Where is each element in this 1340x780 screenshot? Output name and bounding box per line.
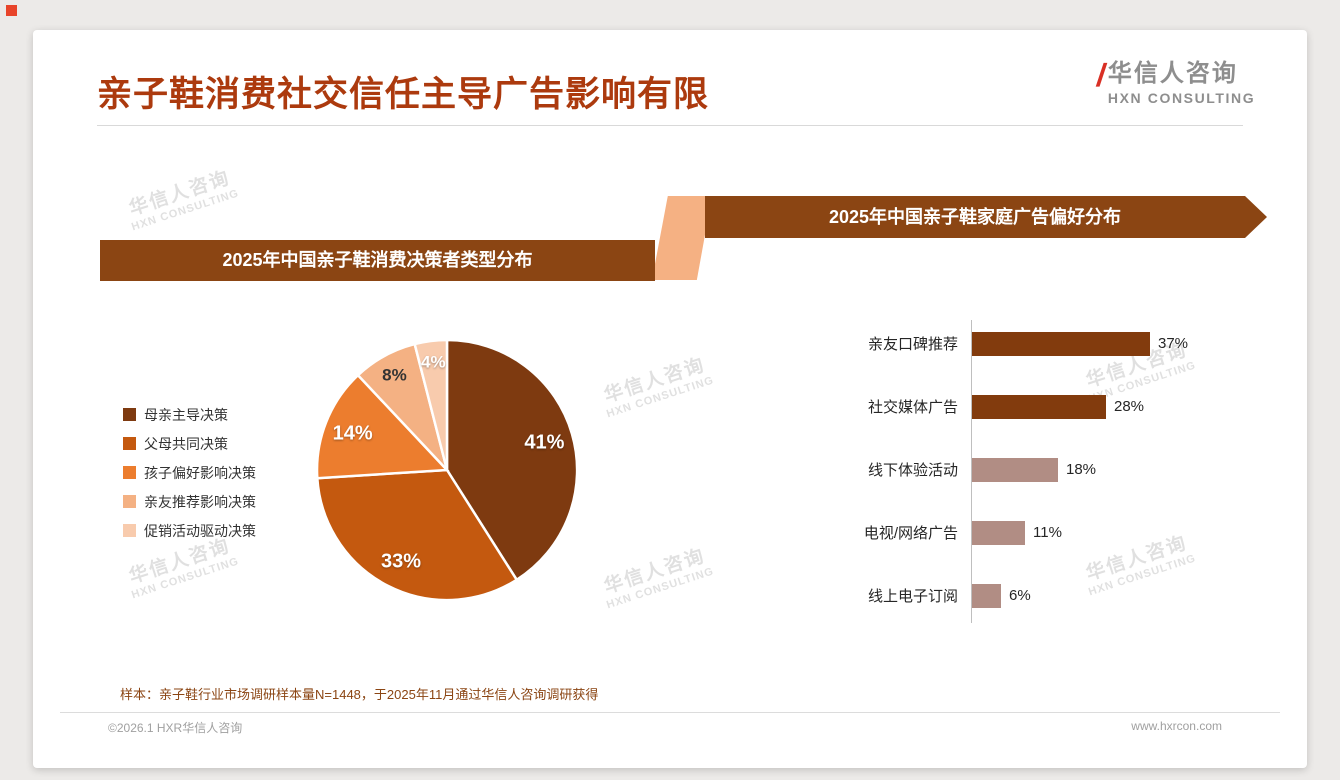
bar-value-label: 11%: [1033, 524, 1062, 541]
bar-category-label: 亲友口碑推荐: [867, 336, 958, 353]
page-title: 亲子鞋消费社交信任主导广告影响有限: [97, 75, 710, 114]
legend-swatch: [123, 466, 136, 479]
bar-row: 社交媒体广告 28%: [815, 375, 1188, 438]
website-text: www.hxrcon.com: [1131, 719, 1222, 733]
pie-slice: [413, 338, 449, 471]
legend-label: 母亲主导决策: [144, 406, 228, 423]
corner-marker: [6, 5, 17, 16]
legend-swatch: [123, 437, 136, 450]
legend-label: 促销活动驱动决策: [144, 522, 256, 539]
title-divider: [97, 125, 1243, 126]
logo-slash-icon: /: [1094, 57, 1109, 93]
company-logo: / 华信人咨询 HXN CONSULTING: [1094, 57, 1255, 108]
bar-fill: [972, 520, 1025, 545]
pie-slice-label: 4%: [421, 353, 446, 372]
pie-slice: [315, 468, 519, 602]
pie-slice-label: 14%: [333, 423, 373, 445]
legend-item: 亲友推荐影响决策: [123, 487, 256, 516]
bar-row: 电视/网络广告 11%: [815, 501, 1188, 564]
logo-text-block: 华信人咨询 HXN CONSULTING: [1108, 60, 1255, 108]
legend-item: 父母共同决策: [123, 429, 256, 458]
bar-category-label: 线下体验活动: [867, 462, 958, 479]
bar-fill: [972, 394, 1106, 419]
legend-item: 母亲主导决策: [123, 400, 256, 429]
legend-item: 促销活动驱动决策: [123, 516, 256, 545]
pie-legend: 母亲主导决策 父母共同决策孩子偏好影响决策 亲友推荐影响决策 促销活动驱动决策: [123, 400, 256, 545]
bar-category-label: 电视/网络广告: [863, 525, 958, 542]
bar-category-label: 社交媒体广告: [867, 399, 958, 416]
pie-slice: [315, 373, 450, 480]
logo-name-cn: 华信人咨询: [1107, 60, 1238, 87]
pie-slice-label: 33%: [381, 550, 421, 572]
bar-fill: [972, 457, 1058, 482]
pie-slice-label: 41%: [524, 432, 564, 454]
legend-swatch: [123, 495, 136, 508]
bar-value-label: 6%: [1009, 587, 1031, 604]
legend-swatch: [123, 408, 136, 421]
pie-chart: 41% 33% 14% 8% 4%: [315, 338, 579, 602]
legend-label: 孩子偏好影响决策: [144, 464, 256, 481]
pie-chart-title-banner: 2025年中国亲子鞋消费决策者类型分布: [100, 240, 655, 281]
bar-fill: [972, 583, 1001, 608]
legend-item: 孩子偏好影响决策: [123, 458, 256, 487]
bar-row: 线下体验活动 18%: [815, 438, 1188, 501]
pie-slice-label: 8%: [382, 365, 407, 384]
bar-chart-title: 2025年中国亲子鞋家庭广告偏好分布: [828, 207, 1122, 227]
bar-chart-title-banner: 2025年中国亲子鞋家庭广告偏好分布: [705, 196, 1267, 238]
bar-value-label: 18%: [1066, 461, 1097, 478]
logo-name-en: HXN CONSULTING: [1107, 90, 1256, 106]
bar-chart: 亲友口碑推荐 37% 社交媒体广告 28% 线下体验活动 18% 电视/网络广告 11% 线上电…: [815, 312, 1188, 627]
bar-chart-axis: [971, 320, 972, 623]
legend-label: 父母共同决策: [144, 435, 228, 452]
legend-label: 亲友推荐影响决策: [144, 493, 256, 510]
bar-category-label: 线上电子订阅: [867, 588, 958, 605]
copyright-text: ©2026.1 HXR华信人咨询: [108, 721, 243, 735]
bar-value-label: 37%: [1158, 335, 1189, 352]
footer-divider: [60, 712, 1280, 713]
bar-row: 线上电子订阅 6%: [815, 564, 1188, 627]
bar-value-label: 28%: [1114, 398, 1145, 415]
bar-row: 亲友口碑推荐 37%: [815, 312, 1188, 375]
bar-fill: [972, 331, 1150, 356]
sample-note: 样本：亲子鞋行业市场调研样本量N=1448，于2025年11月通过华信人咨询调研…: [120, 687, 599, 702]
legend-swatch: [123, 524, 136, 537]
